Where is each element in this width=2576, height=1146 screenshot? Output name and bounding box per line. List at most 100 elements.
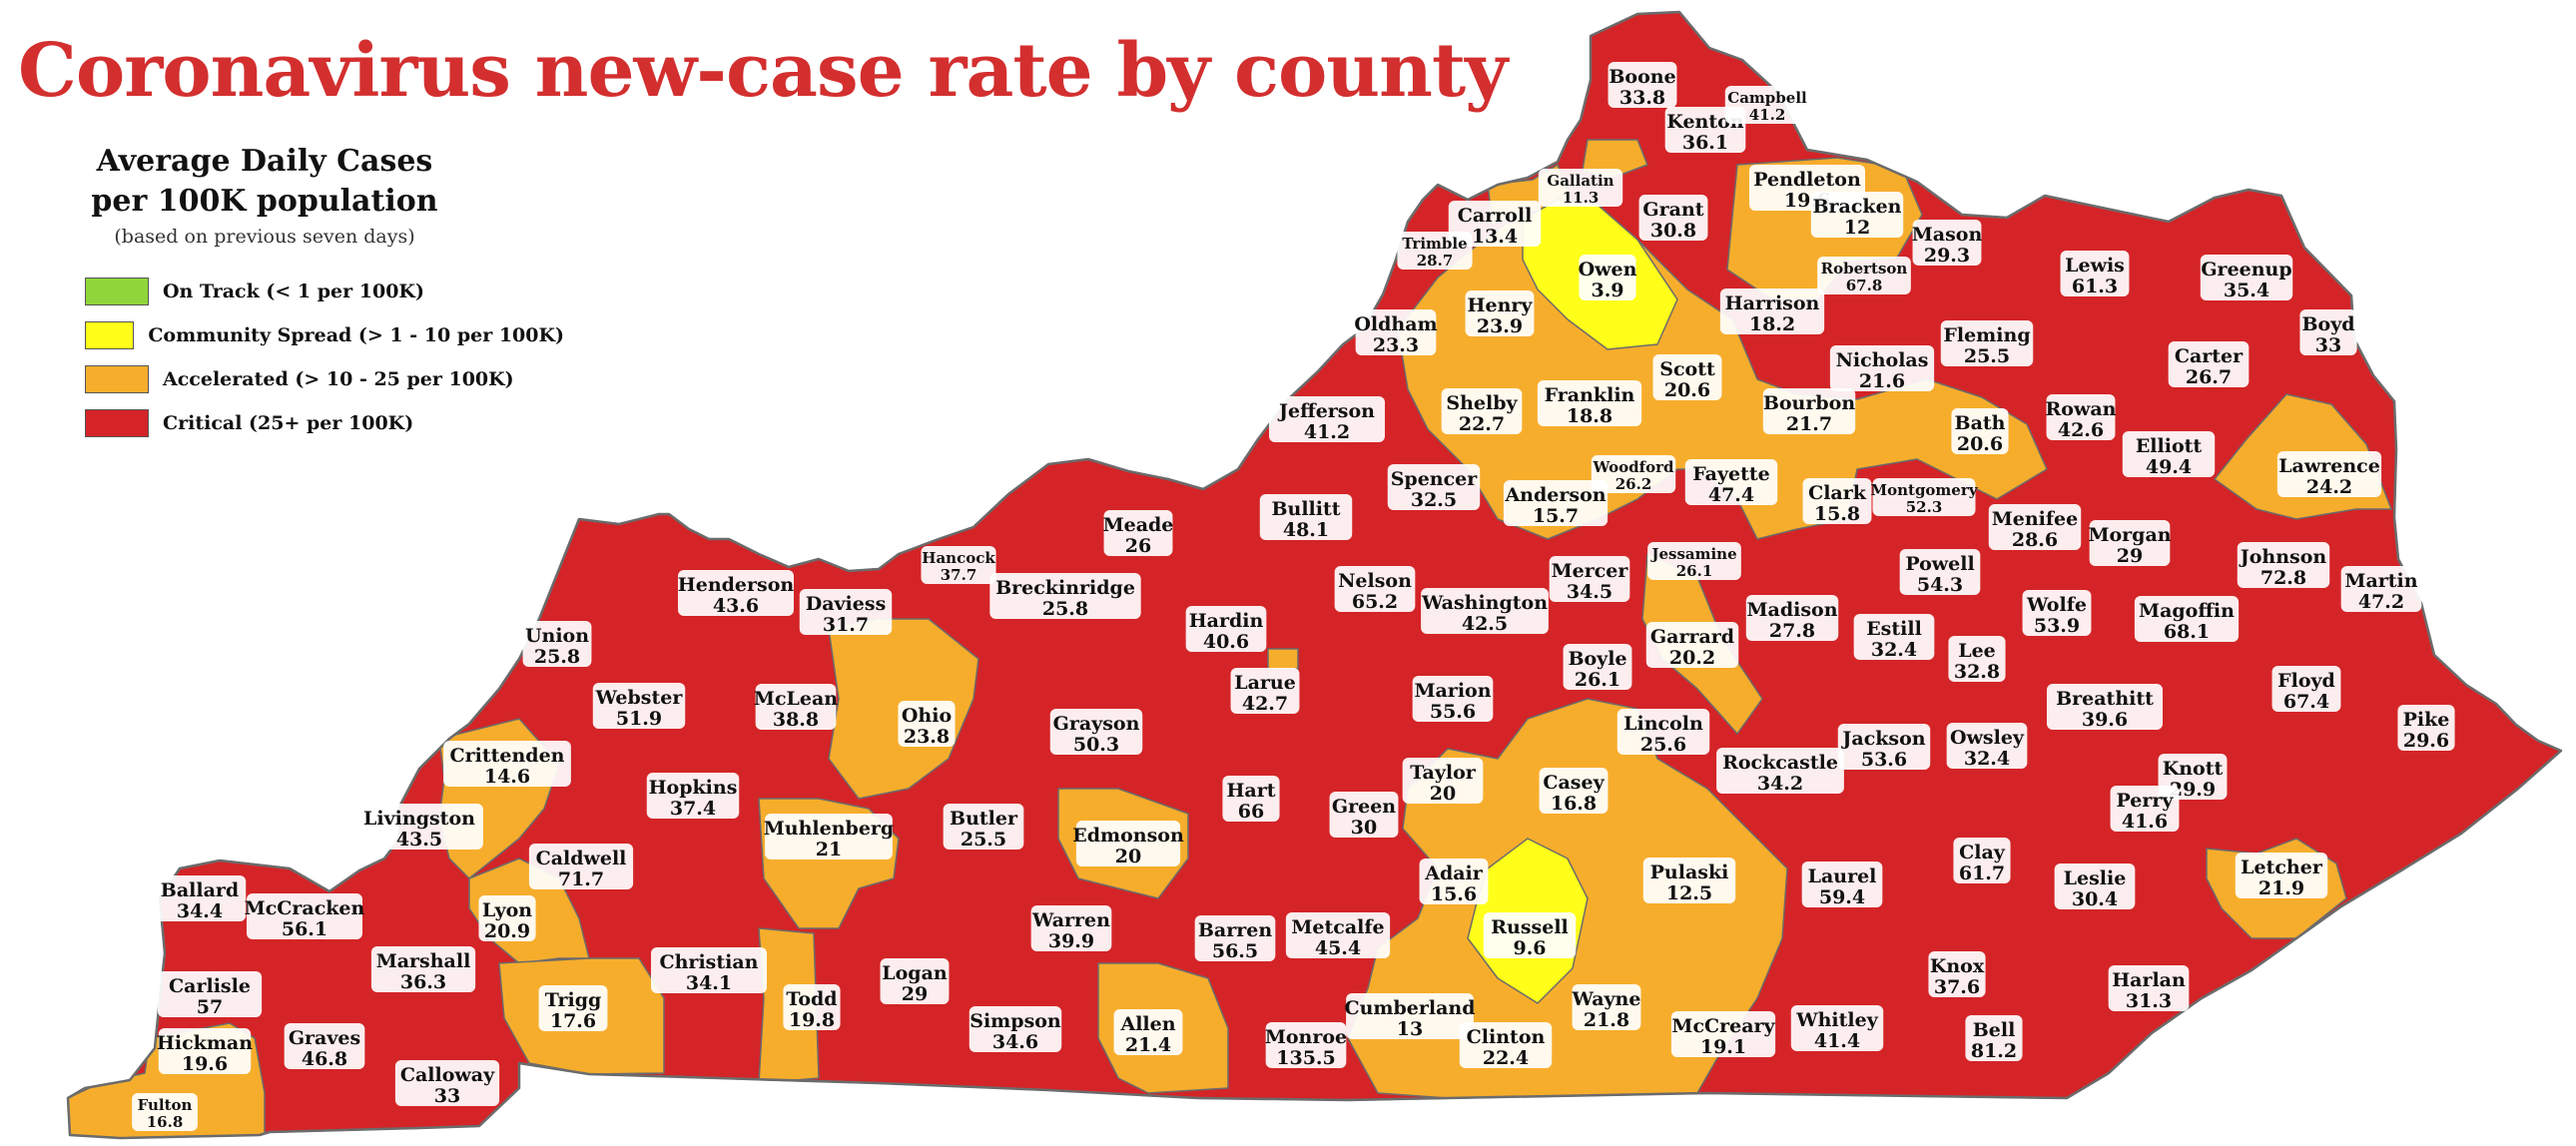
county-value: 30.8 <box>1650 220 1696 242</box>
county-name: Lewis <box>2065 255 2125 277</box>
county-name: Hickman <box>157 1032 253 1054</box>
county-name: Magoffin <box>2139 600 2235 622</box>
county-value: 40.6 <box>1203 631 1249 653</box>
county-label-box <box>1419 859 1489 904</box>
county-name: Butler <box>950 808 1018 830</box>
county-name: Jackson <box>1840 728 1925 750</box>
county-name: Kenton <box>1666 111 1743 133</box>
accelerated-region <box>1267 648 1299 670</box>
county-label-box <box>1652 354 1722 400</box>
county-name: Robertson <box>1821 260 1908 278</box>
legend-swatch-community-spread <box>85 321 135 349</box>
county-name: Adair <box>1424 862 1484 884</box>
county-label-box <box>1988 504 2082 550</box>
county-value: 19.8 <box>789 1009 835 1031</box>
county-value: 28.7 <box>1417 252 1454 270</box>
county-label-box <box>1684 459 1778 505</box>
county-label-box <box>1459 1022 1553 1068</box>
county-label-box <box>1285 912 1391 958</box>
county-label-box <box>1030 905 1112 951</box>
county-label-box <box>1790 1005 1884 1051</box>
county-label-box <box>1103 510 1173 556</box>
county-value: 65.2 <box>1352 591 1398 613</box>
county-value: 41.2 <box>1749 106 1786 124</box>
county-label-box <box>799 589 893 635</box>
county-value: 68.1 <box>2164 621 2210 643</box>
county-label-box <box>1549 556 1630 602</box>
county-value: 50.3 <box>1073 734 1119 756</box>
county-value: 21.6 <box>1859 370 1905 392</box>
county-value: 37.7 <box>941 566 977 584</box>
county-name: Johnson <box>2239 546 2327 568</box>
county-value: 49.4 <box>2146 456 2192 478</box>
county-name: Morgan <box>2088 524 2171 546</box>
county-value: 36.3 <box>400 971 446 993</box>
county-name: Grayson <box>1053 713 1140 735</box>
county-name: Warren <box>1031 909 1110 931</box>
county-name: Powell <box>1905 553 1974 575</box>
county-value: 38.8 <box>773 709 819 731</box>
county-value: 24.2 <box>2306 476 2352 498</box>
county-value: 34.5 <box>1567 581 1612 603</box>
county-label-box <box>355 804 483 850</box>
county-name: Webster <box>595 687 684 709</box>
county-name: Rockcastle <box>1722 752 1838 774</box>
county-value: 41.2 <box>1304 421 1350 443</box>
county-label-box <box>1402 758 1484 804</box>
county-label-box <box>1928 951 1986 997</box>
county-label-box <box>1591 455 1676 493</box>
county-name: Harrison <box>1725 292 1820 314</box>
county-name: Pike <box>2403 709 2450 731</box>
county-name: Lyon <box>482 899 532 921</box>
county-name: Owen <box>1579 259 1637 281</box>
county-label-box <box>968 1006 1062 1052</box>
county-value: 9.6 <box>1513 937 1546 959</box>
county-value: 47.2 <box>2358 591 2404 613</box>
county-name: Allen <box>1119 1013 1175 1035</box>
legend-label-on-track: On Track (< 1 per 100K) <box>163 281 424 302</box>
county-name: McLean <box>754 688 838 710</box>
county-value: 29.3 <box>1924 245 1970 267</box>
county-value: 25.6 <box>1640 734 1686 756</box>
county-value: 34.4 <box>177 900 223 922</box>
county-label-box <box>370 946 476 992</box>
county-value: 53.6 <box>1861 749 1907 771</box>
county-value: 29.9 <box>2170 779 2216 801</box>
county-name: Bullitt <box>1271 498 1340 520</box>
county-value: 15.7 <box>1533 505 1579 527</box>
county-name: Graves <box>289 1027 360 1049</box>
county-label-box <box>153 875 247 921</box>
county-label-box <box>921 546 996 584</box>
legend-item-accelerated: Accelerated (> 10 - 25 per 100K) <box>85 357 564 401</box>
county-name: Henderson <box>678 574 795 596</box>
county-name: Bath <box>1955 412 2006 434</box>
county-label-box <box>1810 192 1904 238</box>
county-name: Edmonson <box>1072 825 1184 847</box>
